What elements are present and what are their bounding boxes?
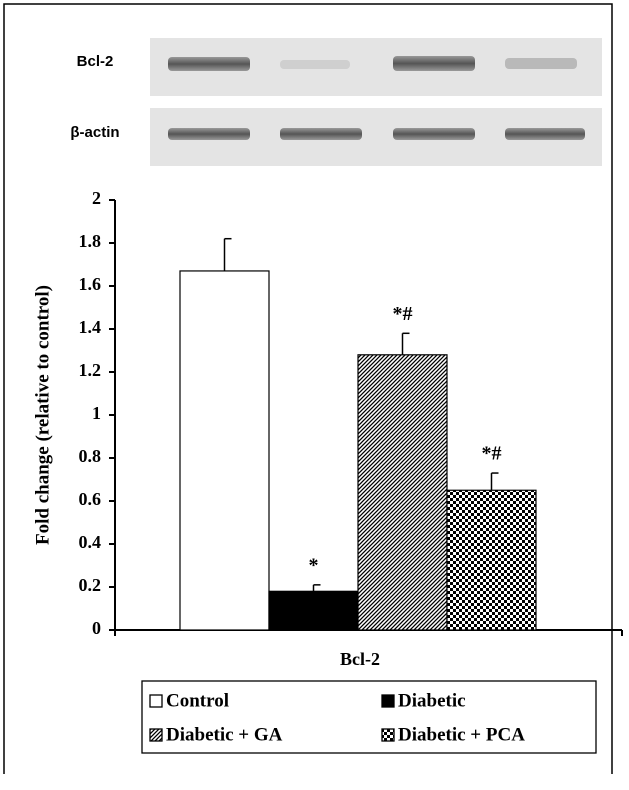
legend-swatch [382, 729, 394, 741]
y-tick-label: 0.8 [79, 446, 102, 466]
annotation: *# [482, 443, 502, 465]
blot-label: β-actin [70, 124, 119, 141]
legend-swatch [150, 729, 162, 741]
y-tick-label: 0.6 [79, 489, 102, 509]
legend-label: Diabetic + PCA [398, 724, 525, 745]
legend-swatch [150, 695, 162, 707]
y-tick-label: 0.4 [79, 532, 102, 552]
blot-image [150, 38, 602, 166]
y-tick-label: 2 [92, 188, 101, 208]
annotation: *# [393, 303, 413, 325]
bar [447, 490, 536, 630]
bar [358, 355, 447, 630]
legend-label: Control [166, 690, 229, 711]
legend-label: Diabetic [398, 690, 466, 711]
y-tick-label: 1.2 [79, 360, 102, 380]
y-tick-label: 1.6 [79, 274, 102, 294]
annotation: * [309, 554, 319, 576]
y-tick-label: 1.4 [79, 317, 102, 337]
figure: Bcl-2 β-actin Fold change (relative to c… [0, 0, 629, 785]
y-axis-label: Fold change (relative to control) [32, 285, 53, 545]
legend-swatch [382, 695, 394, 707]
legend-label: Diabetic + GA [166, 724, 283, 745]
y-tick-label: 0.2 [79, 575, 102, 595]
bar [180, 271, 269, 630]
blot-label: Bcl-2 [77, 53, 114, 70]
y-tick-label: 1 [92, 403, 101, 423]
bar [269, 591, 358, 630]
page: {"blot": {"rows": ["Bcl-2", "β-actin"]},… [0, 0, 629, 785]
x-tick-label: Bcl-2 [340, 649, 380, 669]
y-tick-label: 0 [92, 618, 101, 638]
y-tick-label: 1.8 [79, 231, 102, 251]
